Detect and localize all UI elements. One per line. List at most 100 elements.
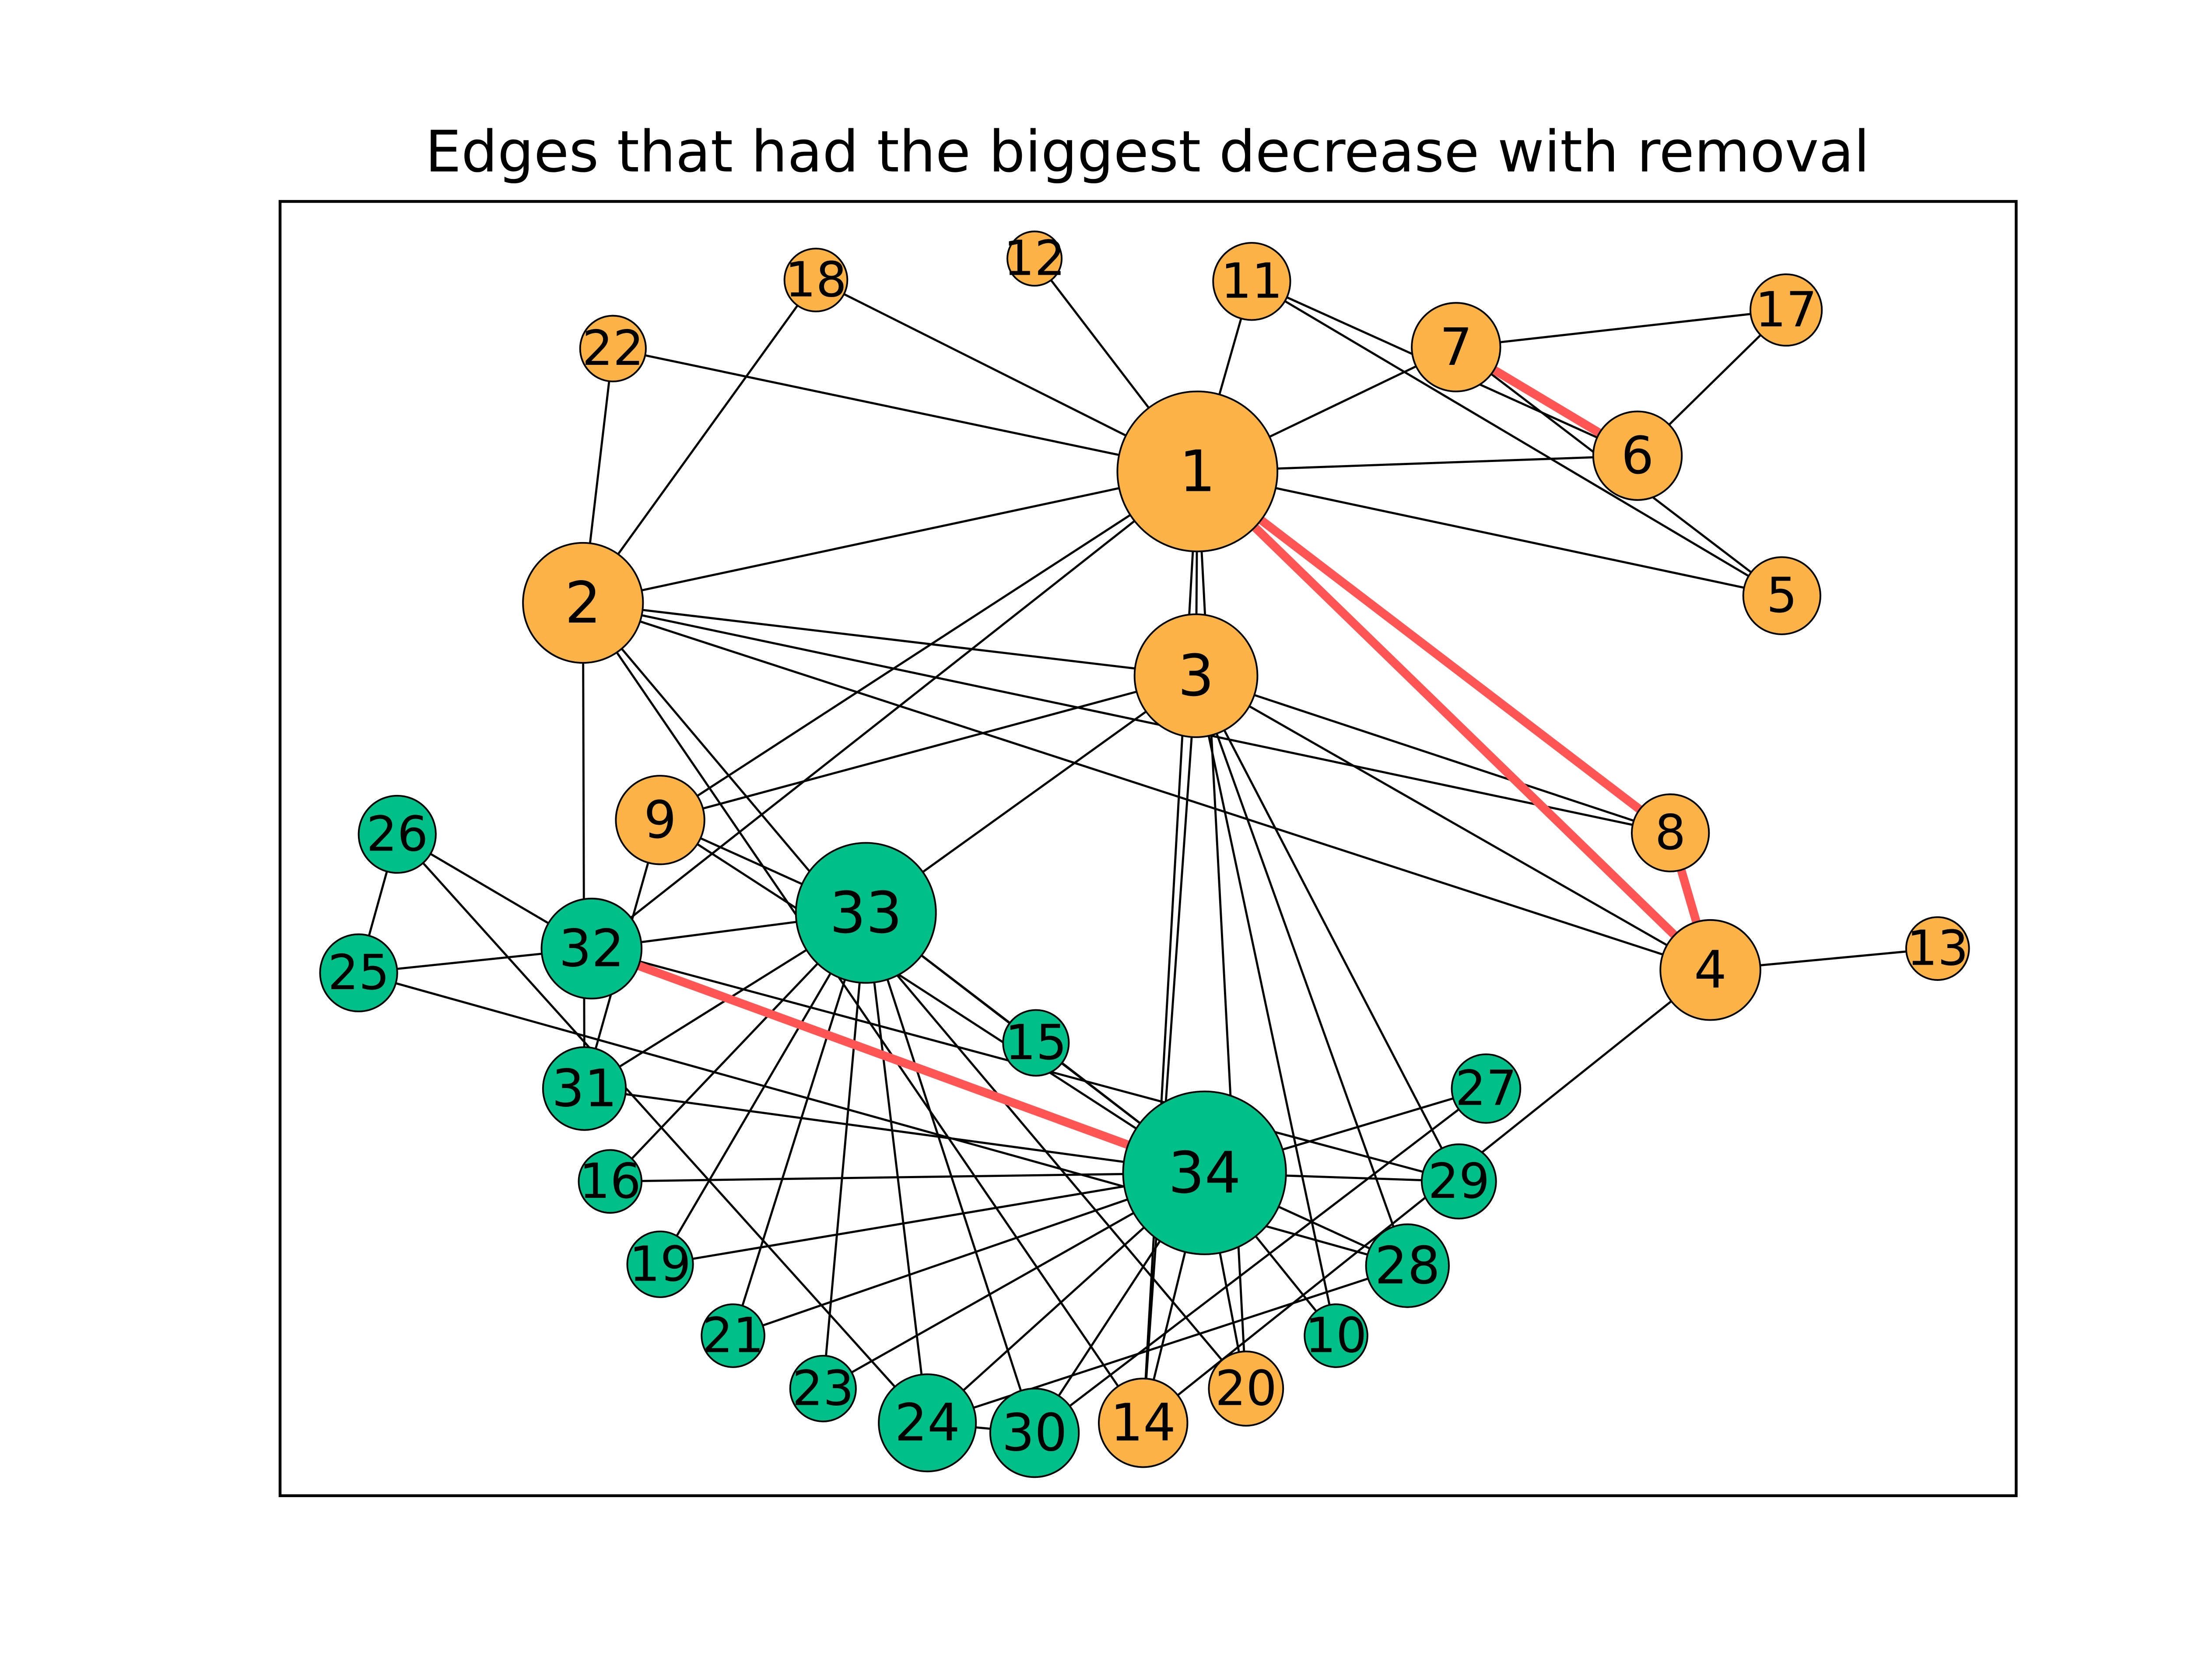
node-22: 22	[579, 315, 647, 382]
node-circle-21	[701, 1303, 765, 1368]
node-circle-4	[1659, 919, 1761, 1021]
node-circle-8	[1631, 793, 1710, 872]
node-label-15: 15	[1005, 1015, 1067, 1071]
node-label-6: 6	[1621, 426, 1654, 486]
node-33: 33	[795, 842, 937, 984]
node-circle-31	[542, 1046, 627, 1131]
nodes-layer: 1234567891011121314151617181920212223242…	[319, 231, 1970, 1478]
node-label-5: 5	[1767, 567, 1798, 624]
node-11: 11	[1212, 242, 1291, 321]
node-circle-34	[1122, 1090, 1287, 1255]
edge-2-31	[582, 602, 586, 1089]
node-label-26: 26	[366, 806, 428, 862]
edge-2-14	[582, 602, 1144, 1424]
node-circle-9	[615, 775, 705, 865]
node-circle-30	[989, 1387, 1080, 1478]
node-circle-5	[1742, 556, 1821, 635]
node-label-13: 13	[1907, 920, 1968, 977]
node-circle-11	[1212, 242, 1291, 321]
node-17: 17	[1750, 273, 1823, 347]
node-circle-26	[358, 794, 437, 874]
node-circle-33	[795, 842, 937, 984]
edge-24-28	[927, 1264, 1408, 1424]
node-label-10: 10	[1305, 1308, 1367, 1364]
node-circle-22	[579, 315, 647, 382]
node-circle-32	[540, 897, 643, 1000]
node-4: 4	[1659, 919, 1761, 1021]
node-label-4: 4	[1694, 940, 1727, 1000]
node-label-30: 30	[1002, 1403, 1067, 1463]
node-5: 5	[1742, 556, 1821, 635]
node-circle-15	[1002, 1009, 1070, 1077]
node-8: 8	[1631, 793, 1710, 872]
plot-frame	[278, 200, 2018, 1498]
node-label-23: 23	[792, 1360, 854, 1417]
edge-24-26	[396, 833, 929, 1424]
node-3: 3	[1133, 613, 1259, 738]
node-circle-14	[1098, 1378, 1189, 1468]
node-10: 10	[1304, 1303, 1368, 1368]
node-label-31: 31	[552, 1059, 617, 1119]
node-circle-25	[319, 933, 398, 1012]
chart-title: Edges that had the biggest decrease with…	[425, 119, 1870, 185]
node-label-2: 2	[565, 570, 601, 636]
edge-19-34	[660, 1172, 1205, 1266]
node-circle-3	[1133, 613, 1259, 738]
node-circle-16	[578, 1149, 643, 1214]
node-label-24: 24	[894, 1393, 960, 1453]
node-label-7: 7	[1440, 317, 1473, 377]
edge-7-17	[1456, 309, 1786, 348]
node-1: 1	[1116, 390, 1279, 553]
node-label-33: 33	[830, 880, 902, 946]
node-16: 16	[578, 1149, 643, 1214]
edge-23-33	[822, 913, 867, 1389]
edge-3-9	[659, 675, 1196, 821]
node-34: 34	[1122, 1090, 1287, 1255]
edge-1-2	[582, 470, 1198, 604]
node-6: 6	[1592, 410, 1683, 501]
node-32: 32	[540, 897, 643, 1000]
node-29: 29	[1421, 1143, 1497, 1220]
node-label-11: 11	[1221, 253, 1283, 310]
node-label-22: 22	[582, 320, 644, 377]
node-circle-17	[1750, 273, 1823, 347]
node-label-17: 17	[1755, 282, 1817, 338]
edge-3-4	[1195, 675, 1711, 971]
node-label-21: 21	[702, 1308, 764, 1364]
node-circle-10	[1304, 1303, 1368, 1368]
node-label-25: 25	[328, 945, 389, 1001]
edge-2-18	[582, 279, 817, 604]
node-circle-1	[1116, 390, 1279, 553]
edge-3-14	[1142, 676, 1197, 1423]
highlighted-edges-layer	[590, 343, 1715, 1177]
node-13: 13	[1905, 916, 1970, 981]
node-31: 31	[542, 1046, 627, 1131]
edge-1-32	[591, 470, 1198, 950]
node-20: 20	[1208, 1351, 1284, 1427]
node-21: 21	[701, 1303, 765, 1368]
node-label-16: 16	[579, 1153, 641, 1210]
node-label-20: 20	[1215, 1360, 1277, 1417]
node-label-27: 27	[1455, 1060, 1517, 1117]
edge-21-34	[733, 1172, 1205, 1337]
node-label-3: 3	[1178, 642, 1214, 709]
edge-2-4	[582, 602, 1711, 971]
edge-24-33	[865, 913, 929, 1423]
node-28: 28	[1365, 1223, 1450, 1308]
node-26: 26	[358, 794, 437, 874]
node-circle-20	[1208, 1351, 1284, 1427]
edge-27-30	[1034, 1088, 1487, 1434]
node-label-32: 32	[559, 919, 624, 979]
edge-3-10	[1195, 675, 1337, 1336]
edge-1-9	[659, 470, 1198, 821]
node-25: 25	[319, 933, 398, 1012]
node-label-29: 29	[1428, 1153, 1490, 1210]
edge-1-22	[613, 347, 1198, 472]
highlighted-edge-1-4	[1194, 468, 1714, 973]
highlighted-edge-32-34	[590, 944, 1206, 1177]
node-circle-27	[1451, 1053, 1522, 1124]
highlighted-edge-1-8	[1195, 468, 1673, 836]
edge-5-11	[1251, 280, 1783, 597]
